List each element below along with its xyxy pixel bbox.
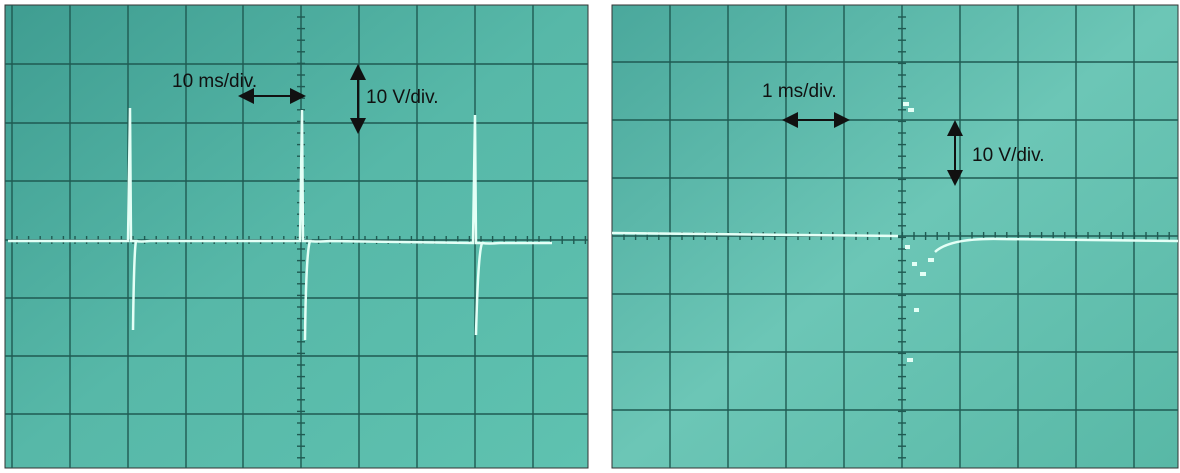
time-scale: 1 ms/div. [762,81,837,102]
trace [8,107,552,341]
voltage-scale: 10 V/div. [366,87,439,108]
trace-dots [903,102,934,362]
scope-right: 1 ms/div. 10 V/div. [611,4,1179,469]
voltage-scale: 10 V/div. [972,145,1045,166]
time-scale: 10 ms/div. [172,71,257,92]
trace [611,231,1179,253]
scope-left: 10 ms/div. 10 V/div. [4,4,589,469]
screen [4,4,589,469]
